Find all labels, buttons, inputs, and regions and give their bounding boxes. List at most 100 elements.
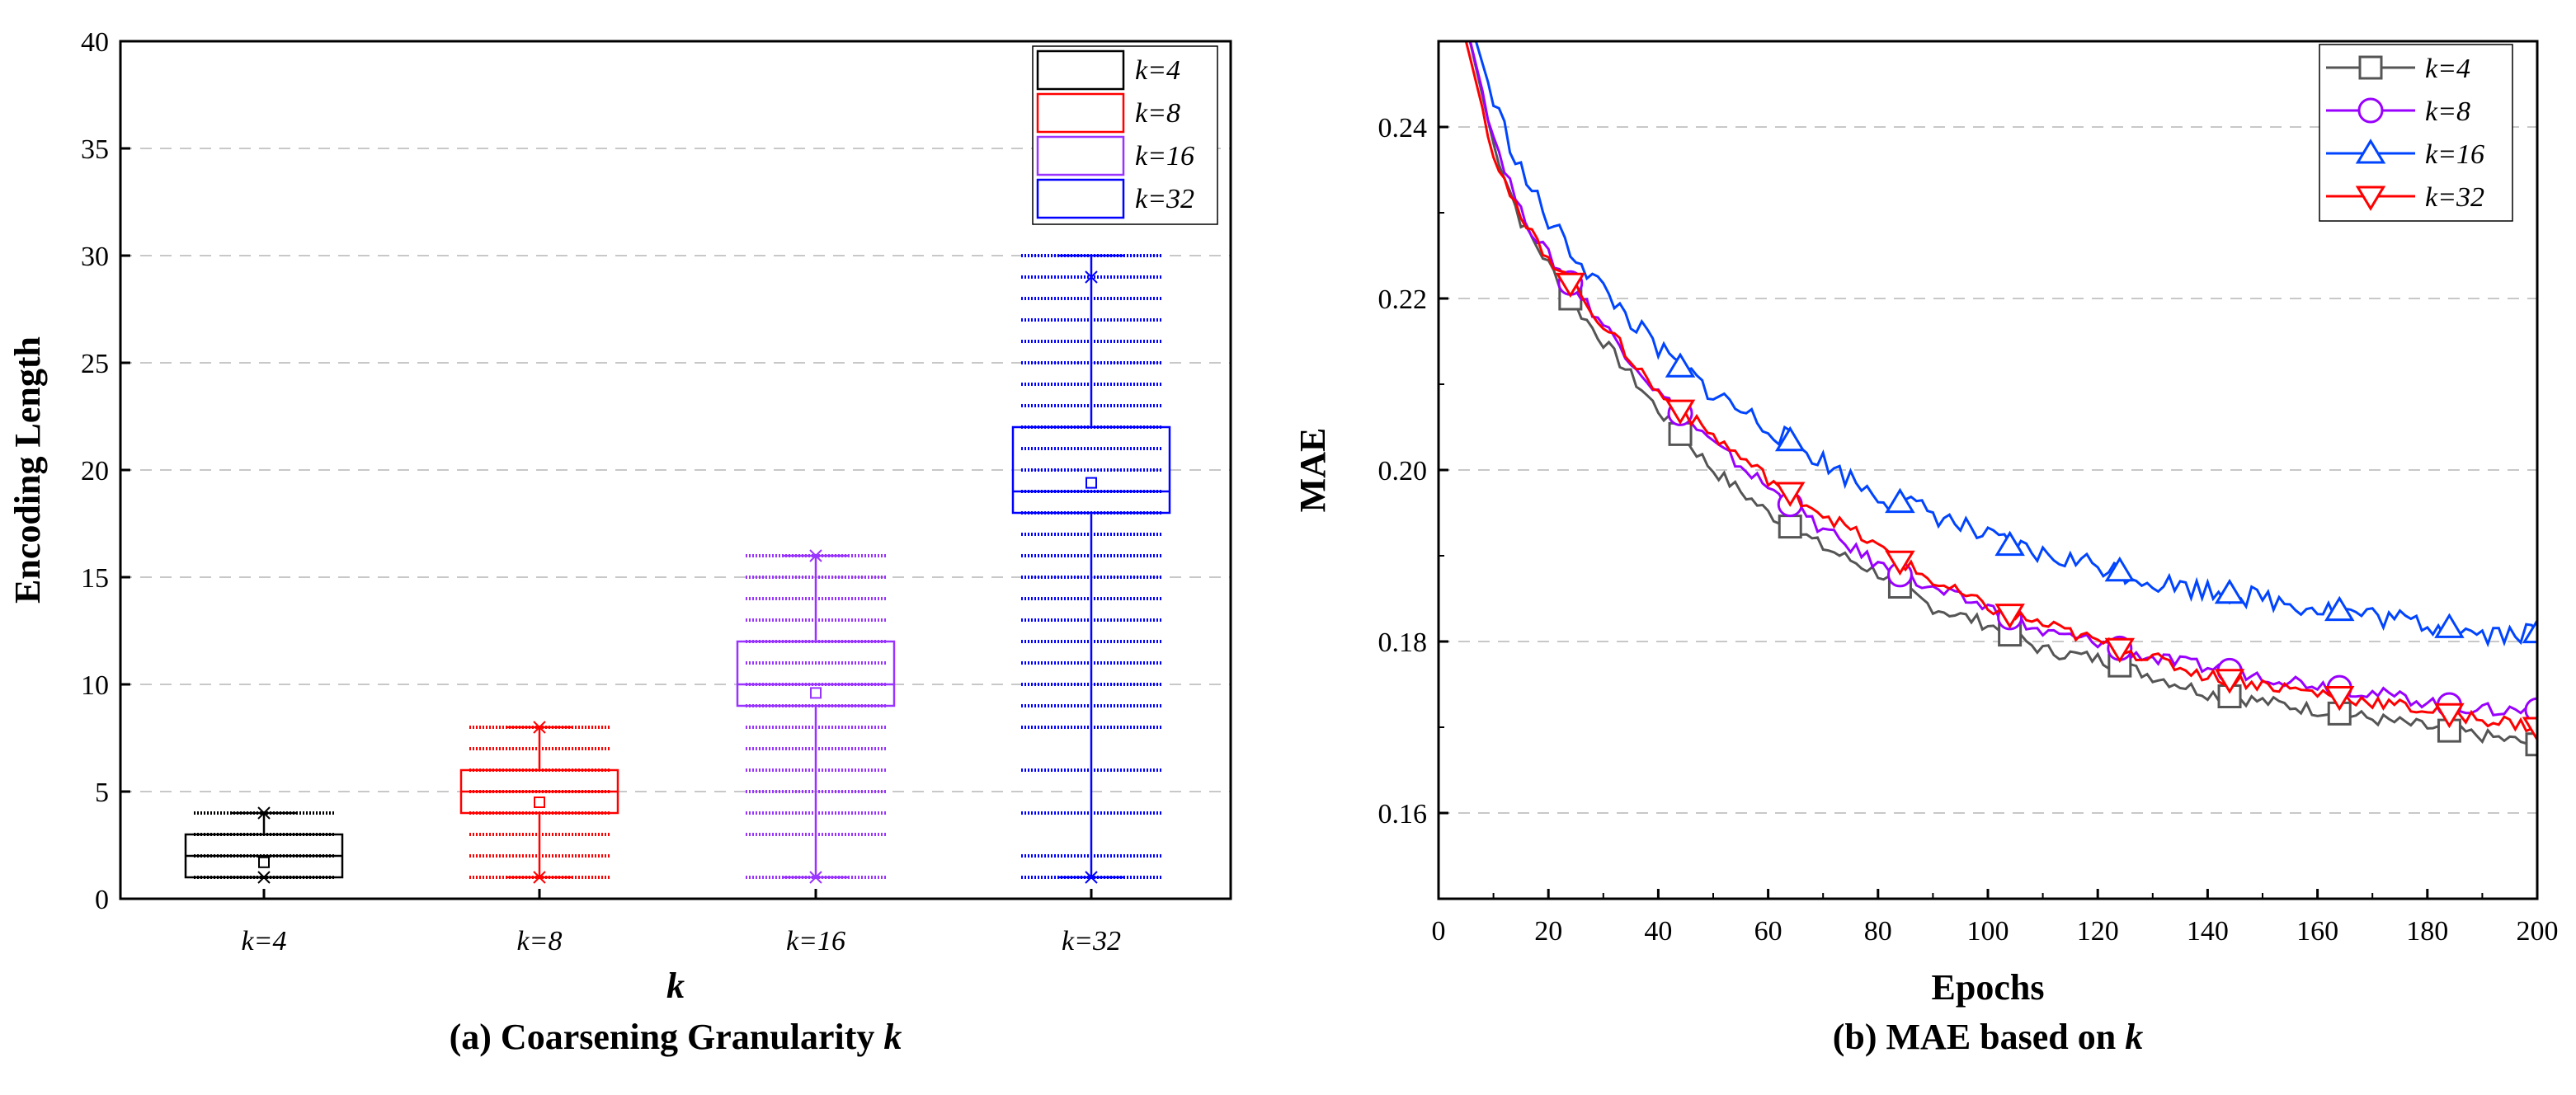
box-mean-marker — [534, 797, 545, 808]
series-marker — [2324, 686, 2355, 712]
box-iqr — [1011, 425, 1171, 515]
line-x-tick-label: 140 — [2187, 916, 2229, 947]
line-series — [1464, 41, 2537, 757]
boxplot-x-axis-label: k — [666, 966, 685, 1006]
box-max-marker — [257, 806, 271, 820]
boxplot-y-tick-label: 25 — [81, 349, 109, 379]
line-caption-text: (b) MAE based on — [1833, 1017, 2126, 1057]
boxplot-gridlines — [120, 148, 1231, 792]
boxplot-y-tick-label: 15 — [81, 563, 109, 594]
series-k-16 — [1474, 41, 2537, 648]
box-mean-marker — [258, 856, 270, 868]
line-caption-var: k — [2125, 1017, 2143, 1057]
line-x-tick-label: 40 — [1644, 916, 1672, 947]
line-y-tick-label: 0.22 — [1378, 284, 1428, 315]
line-x-ticks: 0 20 40 60 80 100 120 140 160 180 200 — [1432, 889, 2559, 947]
line-x-tick-label: 100 — [1967, 916, 2009, 947]
series-marker — [2104, 556, 2136, 582]
box-k-16 — [736, 549, 896, 884]
line-gridlines — [1439, 126, 2537, 814]
series-marker — [1994, 530, 2025, 557]
boxplot-legend: k=4 k=8 k=16 k=32 — [1032, 45, 1218, 225]
boxplot-panel: 0 5 10 15 20 25 30 35 40 k=4 k=8 k=16 k=32 Encoding… — [7, 27, 1232, 1057]
box-min-marker — [257, 871, 271, 884]
line-legend: k=4 k=8 k=16 k=32 — [2319, 44, 2513, 222]
line-legend-marker — [2355, 186, 2386, 211]
line-x-tick-label: 120 — [2077, 916, 2119, 947]
box-min-marker — [809, 871, 822, 884]
boxplot-legend-swatch — [1036, 49, 1125, 91]
box-min-marker — [533, 871, 546, 884]
boxplot-y-tick-label: 10 — [81, 670, 109, 701]
box-mean-marker — [810, 687, 822, 699]
series-marker — [2522, 717, 2537, 742]
series-marker — [2214, 578, 2245, 604]
boxplot-legend-swatch — [1036, 178, 1125, 219]
series-marker — [1555, 272, 1586, 298]
series-marker — [2104, 637, 2136, 664]
boxplot-caption-text: (a) Coarsening Granularity — [450, 1017, 884, 1057]
series-marker — [2214, 669, 2245, 694]
series-marker — [1774, 482, 1806, 507]
series-k-32 — [1464, 41, 2537, 742]
boxplot-x-tick-label: k=16 — [786, 926, 845, 956]
boxplot-x-tick-label: k=32 — [1062, 926, 1121, 956]
series-marker — [2524, 697, 2537, 723]
line-x-tick-label: 80 — [1864, 916, 1892, 947]
line-legend-label: k=16 — [2425, 139, 2484, 170]
series-marker — [2434, 613, 2465, 638]
boxplot-x-ticks: k=4 k=8 k=16 k=32 — [241, 889, 1121, 956]
series-marker — [1885, 487, 1915, 514]
line-y-tick-label: 0.24 — [1378, 113, 1428, 143]
series-marker — [1885, 550, 1915, 576]
line-x-tick-label: 60 — [1754, 916, 1782, 947]
line-x-tick-label: 180 — [2406, 916, 2448, 947]
boxplot-legend-label: k=4 — [1135, 55, 1180, 86]
line-legend-marker — [2357, 97, 2384, 124]
box-k-4 — [184, 806, 344, 884]
series-marker — [1665, 399, 1696, 425]
line-legend-marker — [2358, 55, 2383, 80]
series-marker — [1668, 421, 1693, 446]
boxplot-x-tick-label: k=8 — [516, 926, 562, 956]
line-y-tick-label: 0.16 — [1378, 799, 1428, 829]
line-y-ticks: 0.16 0.18 0.20 0.22 0.24 — [1378, 40, 1448, 900]
series-marker — [1774, 425, 1806, 452]
boxplot-y-tick-label: 30 — [81, 242, 109, 272]
line-y-tick-label: 0.18 — [1378, 627, 1428, 658]
line-x-tick-label: 160 — [2296, 916, 2338, 947]
line-legend-label: k=32 — [2425, 182, 2484, 213]
boxplot-legend-label: k=32 — [1135, 184, 1194, 214]
series-marker — [2525, 732, 2537, 757]
box-k-8 — [459, 721, 619, 884]
line-panel: 0.16 0.18 0.20 0.22 0.24 0 20 40 60 80 100 120 140 1… — [1293, 40, 2559, 1057]
line-y-axis-label: MAE — [1293, 428, 1333, 513]
boxplot-boxes — [184, 254, 1171, 884]
line-caption: (b) MAE based on k — [1833, 1017, 2144, 1057]
series-marker — [1994, 604, 2025, 629]
series-line — [1474, 41, 2537, 648]
line-x-axis-label: Epochs — [1932, 967, 2045, 1008]
line-series-clip — [1464, 41, 2537, 757]
line-x-tick-label: 20 — [1534, 916, 1562, 947]
line-legend-marker — [2355, 139, 2386, 164]
box-mean-marker — [1085, 477, 1097, 489]
box-max-marker — [1085, 270, 1098, 284]
line-legend-label: k=8 — [2425, 96, 2470, 127]
boxplot-caption-var: k — [883, 1017, 902, 1057]
box-max-marker — [809, 549, 822, 562]
boxplot-caption: (a) Coarsening Granularity k — [450, 1017, 902, 1057]
boxplot-legend-frame — [1032, 45, 1218, 225]
line-legend-frame — [2319, 44, 2513, 222]
box-min-marker — [1085, 871, 1098, 884]
boxplot-x-tick-label: k=4 — [241, 926, 286, 956]
boxplot-legend-label: k=8 — [1135, 98, 1180, 129]
box-k-32 — [1011, 254, 1171, 884]
boxplot-legend-swatch — [1036, 135, 1125, 176]
line-x-tick-label: 0 — [1432, 916, 1446, 947]
box-max-marker — [533, 721, 546, 734]
boxplot-y-tick-label: 0 — [95, 885, 109, 915]
boxplot-legend-label: k=16 — [1135, 141, 1194, 172]
series-marker — [2324, 595, 2355, 622]
